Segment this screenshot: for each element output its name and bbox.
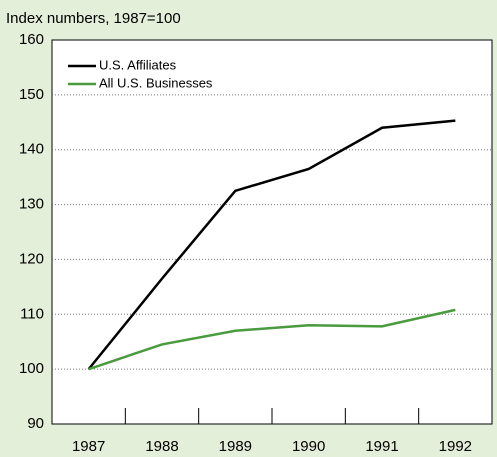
series-line	[87, 119, 456, 370]
x-tick-label: 1989	[219, 438, 252, 455]
series-line	[88, 308, 456, 371]
y-tick-label: 110	[20, 305, 44, 322]
x-tick-label: 1987	[72, 438, 105, 455]
y-tick-label: 140	[19, 141, 44, 158]
y-tick-label: 120	[19, 250, 44, 267]
x-tick-label: 1988	[145, 438, 178, 455]
chart-subtitle: Index numbers, 1987=100	[6, 10, 181, 27]
legend-label: All U.S. Businesses	[99, 75, 213, 90]
plot-area	[51, 39, 493, 425]
x-tick-label: 1992	[439, 438, 472, 455]
y-tick-label: 150	[19, 86, 44, 103]
x-tick-label: 1990	[292, 438, 325, 455]
y-tick-label: 130	[19, 196, 44, 213]
y-tick-label: 90	[27, 415, 44, 432]
x-tick-label: 1991	[365, 438, 398, 455]
y-tick-label: 100	[19, 360, 44, 377]
y-tick-label: 160	[19, 31, 44, 48]
legend-label: U.S. Affiliates	[99, 57, 177, 72]
